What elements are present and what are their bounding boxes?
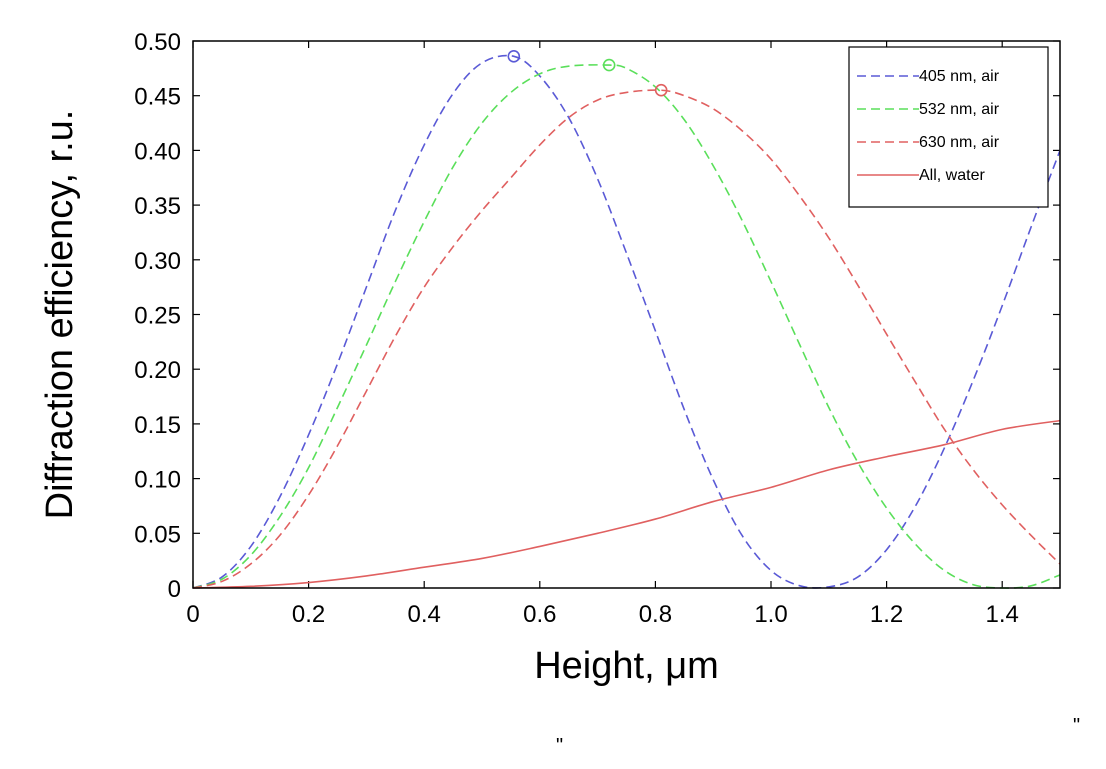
legend-entry: All, water [919, 167, 985, 184]
x-tick-label: 0.6 [523, 601, 556, 628]
y-tick-label: 0.30 [134, 248, 181, 275]
peak-marker-3 [654, 83, 668, 97]
peak-marker-1 [507, 50, 521, 63]
y-tick-label: 0.50 [134, 29, 181, 56]
stray-quote-mark: " [1073, 715, 1081, 737]
y-tick-label: 0.05 [134, 521, 181, 548]
legend-box [848, 46, 1049, 208]
y-tick-label: 0.15 [134, 412, 181, 439]
x-tick-label: 1.4 [986, 601, 1019, 628]
stray-quote-mark: " [556, 735, 564, 757]
x-tick-label: 0.2 [292, 601, 325, 628]
series-line-3 [193, 89, 1060, 589]
y-tick-label: 0.40 [134, 138, 181, 165]
y-tick-label: 0.45 [134, 84, 181, 111]
x-tick-label: 1.0 [754, 601, 787, 628]
series-line-4 [193, 419, 1060, 589]
legend-entry: 532 nm, air [919, 101, 1000, 118]
y-tick-label: 0.20 [134, 357, 181, 384]
peak-marker-2 [602, 58, 616, 72]
x-tick-label: 0.4 [408, 601, 441, 628]
y-tick-label: 0 [168, 576, 181, 603]
series-layer [193, 50, 1060, 589]
plot-area-frame [192, 40, 1061, 589]
x-tick-label: 0 [186, 601, 199, 628]
tick-labels: 0 0.2 0.4 0.6 0.8 1.0 1.2 1.4 0 0.05 0.10 0.15 0.20 0… [134, 29, 1019, 628]
series-line-2 [193, 64, 1060, 589]
legend-entry: 405 nm, air [919, 68, 1000, 85]
x-axis-label: Height, μm [534, 645, 719, 687]
series-line-1 [193, 54, 1060, 589]
x-tick-label: 0.8 [639, 601, 672, 628]
legend: 405 nm, air 532 nm, air 630 nm, air All, wa… [848, 46, 1049, 208]
y-tick-label: 0.10 [134, 467, 181, 494]
y-tick-label: 0.25 [134, 303, 181, 330]
legend-entry: 630 nm, air [919, 134, 1000, 151]
x-tick-label: 1.2 [870, 601, 903, 628]
y-tick-label: 0.35 [134, 193, 181, 220]
y-axis-label: Diffraction efficiency, r.u. [39, 110, 81, 520]
